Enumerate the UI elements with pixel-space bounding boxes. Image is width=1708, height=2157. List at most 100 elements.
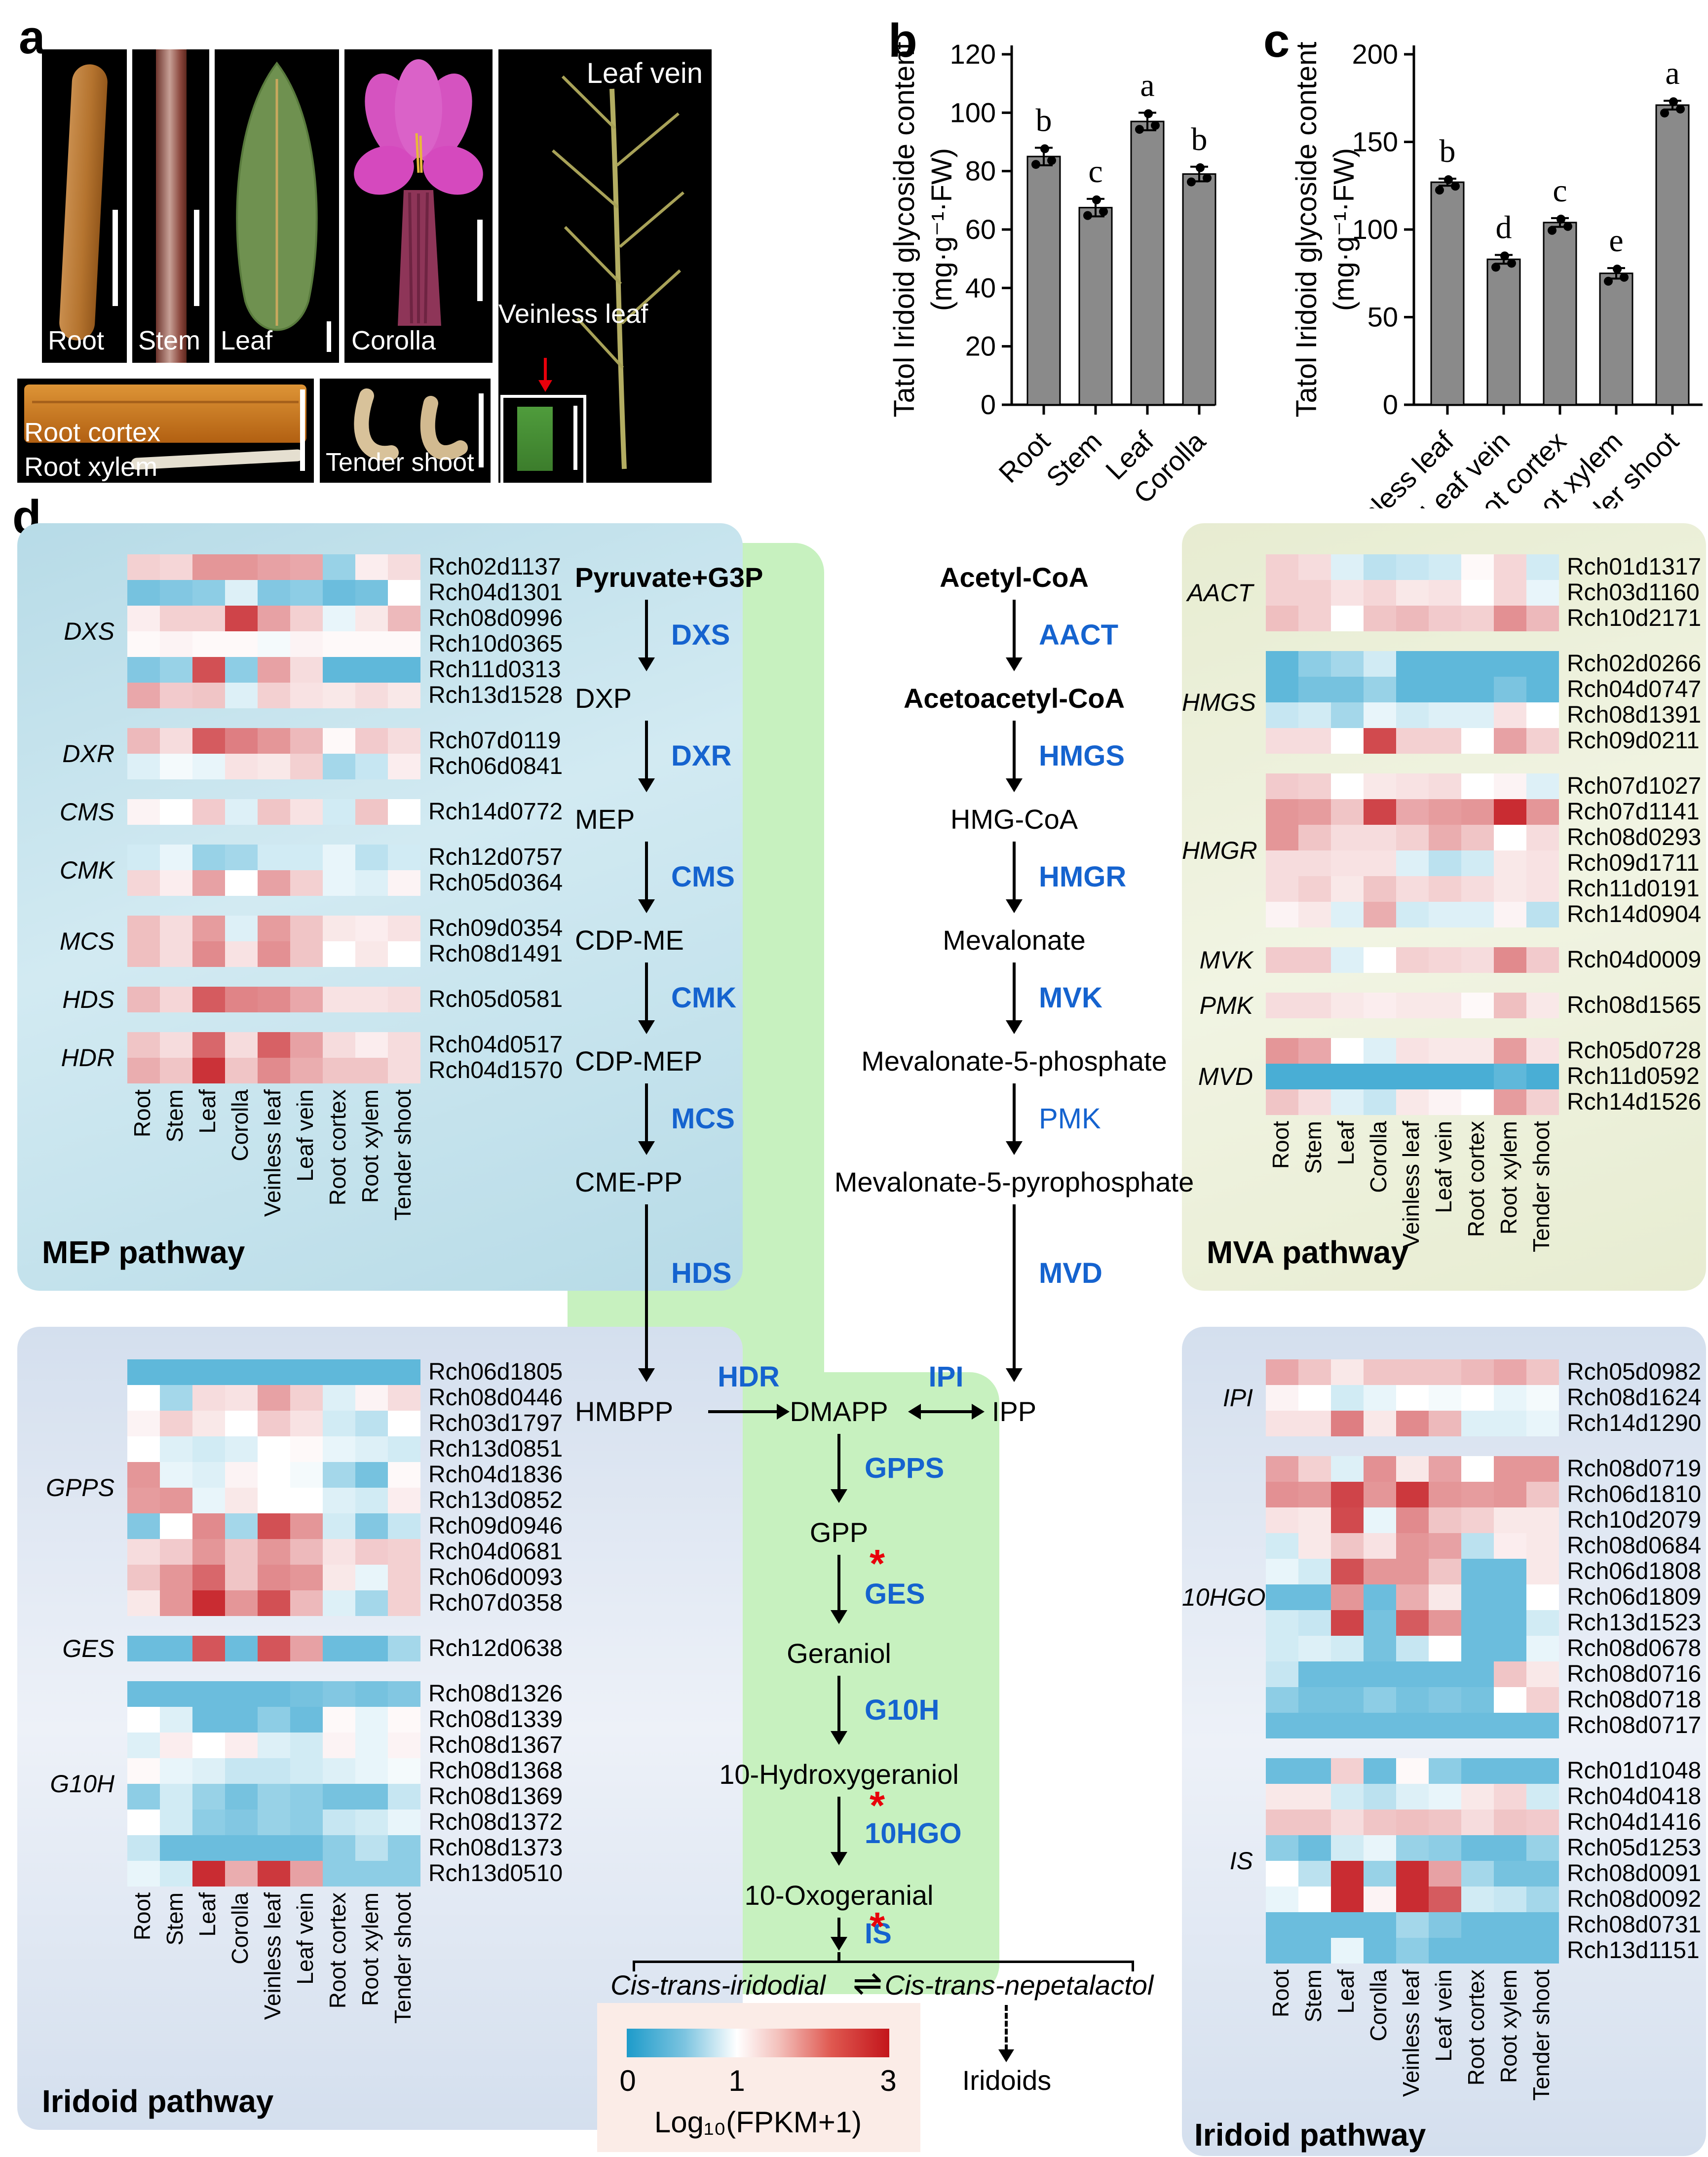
heatmap-cell [323, 1488, 355, 1513]
iridoid-left-heatmap-panel: Iridoid pathway GPPS Rch06d1805 Rch08d0446… [17, 1327, 743, 2130]
heatmap-cell [258, 1359, 290, 1385]
heatmap-cell [1494, 876, 1526, 902]
enzyme-G10H: G10H [865, 1694, 940, 1726]
heatmap-cell [1298, 850, 1331, 876]
gene-group-label: IPI [1222, 1384, 1253, 1412]
heatmap-cell [388, 1835, 420, 1861]
key-enzyme-asterisk: * [870, 1783, 885, 1827]
significance-letter: e [1609, 223, 1623, 259]
gene-label: Rch01d1048 [1567, 1758, 1702, 1784]
heatmap-cell [1298, 1636, 1331, 1661]
heatmap-cell [1461, 1064, 1494, 1089]
gene-label: Rch08d1565 [1567, 992, 1702, 1018]
heatmap-cell [1396, 1835, 1429, 1861]
heatmap-cell [192, 1032, 225, 1058]
heatmap-cell [290, 683, 323, 708]
heatmap-cell [1298, 876, 1331, 902]
heatmap-cell [355, 1411, 388, 1436]
heatmap-cell [225, 1411, 258, 1436]
heatmap-cell [160, 1590, 192, 1616]
heatmap-cell [1266, 1758, 1298, 1784]
heatmap-cell [355, 1058, 388, 1083]
heatmap-cell [1461, 1887, 1494, 1912]
heatmap-cell [1461, 1359, 1494, 1385]
heatmap-cell [1461, 1385, 1494, 1411]
heatmap-cell [355, 1539, 388, 1565]
svg-text:150: 150 [1352, 126, 1398, 157]
heatmap-cell [160, 845, 192, 870]
gene-label: Rch07d1027 [1567, 773, 1702, 799]
heatmap-cell [1494, 1938, 1526, 1964]
heatmap-cell [160, 657, 192, 683]
heatmap-cell [388, 580, 420, 606]
heatmap-cell [290, 1636, 323, 1661]
significance-letter: b [1191, 121, 1208, 157]
heatmap-cell [1461, 1482, 1494, 1507]
heatmap-cell [192, 1707, 225, 1733]
heatmap-cell [290, 916, 323, 941]
heatmap-cell [258, 631, 290, 657]
heatmap-cell [323, 1436, 355, 1462]
heatmap-cell [1526, 1411, 1559, 1436]
heatmap-cell [258, 941, 290, 967]
heatmap-cell [1526, 606, 1559, 631]
heatmap-cell [1461, 993, 1494, 1018]
heatmap-cell [1461, 677, 1494, 702]
metabolite-Pyruvate+G3P: Pyruvate+G3P [575, 562, 763, 593]
heatmap-cell [1494, 993, 1526, 1018]
arrow-line [1013, 1083, 1016, 1143]
heatmap-cell [1494, 1038, 1526, 1064]
root-cortex-label: Root cortex [24, 418, 161, 447]
heatmap-cell [1494, 606, 1526, 631]
dashed-arrow-line [1005, 2005, 1008, 2050]
heatmap-cell [1331, 1411, 1364, 1436]
gene-group-label: MVK [1199, 946, 1253, 974]
mva-panel-title: MVA pathway [1207, 1234, 1408, 1270]
arrow-line [645, 600, 648, 659]
heatmap-cell [192, 1810, 225, 1835]
gene-label: Rch08d0293 [1567, 824, 1702, 850]
heatmap-cell [290, 606, 323, 631]
corolla-shape [354, 59, 483, 326]
heatmap-cell [1266, 825, 1298, 850]
arrow-head [1006, 1020, 1023, 1034]
arrow-line [708, 1410, 778, 1413]
heatmap-cell [323, 1565, 355, 1590]
heatmap-cell [1429, 1064, 1461, 1089]
arrow-line [645, 1204, 648, 1370]
heatmap-cell [355, 941, 388, 967]
heatmap-cell [127, 1810, 160, 1835]
heatmap-cell [160, 1707, 192, 1733]
heatmap-cell [1298, 1584, 1331, 1610]
heatmap-cell [290, 1539, 323, 1565]
arrow-line [1013, 1204, 1016, 1370]
heatmap-cell [355, 631, 388, 657]
heatmap-cell [1266, 850, 1298, 876]
heatmap-cell [127, 580, 160, 606]
gene-label: Rch06d1809 [1567, 1584, 1702, 1610]
heatmap-cell [160, 754, 192, 779]
gene-label: Rch06d1805 [428, 1359, 563, 1385]
heatmap-cell [1364, 773, 1396, 799]
arrow-line [837, 1434, 840, 1491]
arrow-line [837, 1555, 840, 1612]
gene-label: Rch08d1624 [1567, 1385, 1702, 1411]
heatmap-cell [1396, 1064, 1429, 1089]
heatmap-cell [192, 916, 225, 941]
heatmap-cell [1266, 1661, 1298, 1687]
heatmap-cell [1266, 1912, 1298, 1938]
heatmap-cell [1298, 1687, 1331, 1713]
heatmap-cell [1526, 825, 1559, 850]
colorbar-label: Log₁₀(FPKM+1) [654, 2106, 862, 2139]
heatmap-cell [1429, 1758, 1461, 1784]
heatmap-cell [1461, 1661, 1494, 1687]
heatmap-cell [160, 1835, 192, 1861]
heatmap-cell [225, 728, 258, 754]
heatmap-cell [1429, 1912, 1461, 1938]
heatmap-cell [225, 1707, 258, 1733]
gene-label: Rch04d1836 [428, 1462, 563, 1488]
gene-group-label: GES [62, 1635, 114, 1662]
heatmap-cell [1364, 1456, 1396, 1482]
heatmap-cell [323, 554, 355, 580]
heatmap-cell [1331, 902, 1364, 927]
